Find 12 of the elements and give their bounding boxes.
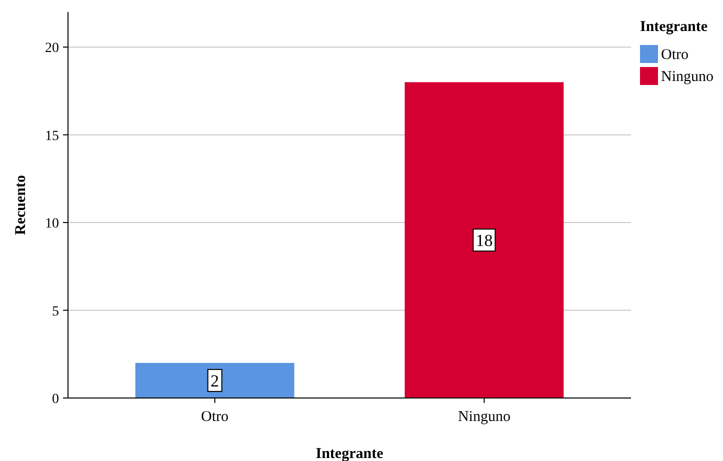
legend-title: Integrante	[640, 19, 708, 35]
x-axis-title: Integrante	[316, 446, 384, 461]
data-label: 2	[210, 371, 220, 390]
y-tick-label: 0	[52, 392, 59, 407]
data-label: 18	[476, 231, 493, 250]
legend-label: Ninguno	[661, 69, 714, 85]
legend-label: Otro	[661, 47, 688, 63]
y-tick-label: 10	[45, 216, 59, 232]
y-tick-label: 20	[45, 41, 59, 56]
y-tick-label: 5	[52, 304, 59, 320]
y-axis-title: Recuento	[13, 175, 29, 235]
y-tick-label: 15	[45, 128, 59, 144]
